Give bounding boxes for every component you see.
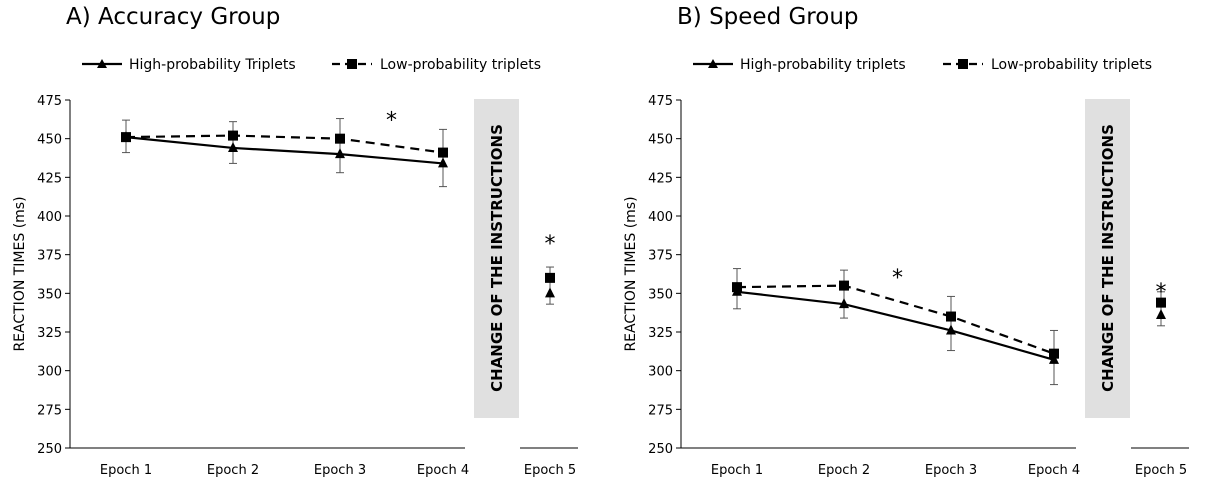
legend-label-low: Low-probability triplets xyxy=(380,57,541,73)
y-tick-label: 425 xyxy=(648,171,673,186)
panel-accuracy-group: A) Accuracy Group High-probability Tripl… xyxy=(0,0,610,481)
y-tick-label: 350 xyxy=(648,287,673,302)
y-tick-label: 475 xyxy=(648,94,673,109)
point-low xyxy=(946,311,956,322)
y-tick-label: 400 xyxy=(648,210,673,225)
series-line-low xyxy=(736,284,1055,355)
y-tick-label: 275 xyxy=(37,403,62,418)
x-tick-label: Epoch 3 xyxy=(314,463,366,478)
point-low xyxy=(438,147,448,158)
x-tick-label: Epoch 3 xyxy=(925,463,977,478)
y-tick-label: 325 xyxy=(648,326,673,341)
y-tick-label: 350 xyxy=(37,287,62,302)
y-tick-label: 375 xyxy=(37,249,62,264)
point-high xyxy=(839,298,849,309)
point-low xyxy=(1156,297,1166,308)
panel-speed-group: B) Speed Group High-probability triplets… xyxy=(611,0,1221,481)
point-high xyxy=(1156,308,1166,319)
point-high xyxy=(1049,353,1059,364)
point-high xyxy=(335,148,345,159)
legend-marker-triangle xyxy=(97,59,107,68)
point-low xyxy=(545,272,555,283)
point-low xyxy=(121,132,131,143)
x-tick-label: Epoch 1 xyxy=(100,463,152,478)
y-tick-label: 425 xyxy=(37,171,62,186)
y-tick-label: 250 xyxy=(37,442,62,457)
significance-marker: * xyxy=(545,232,556,257)
point-low xyxy=(335,133,345,144)
x-tick-label: Epoch 2 xyxy=(818,463,870,478)
instruction-label: CHANGE OF THE INSTRUCTIONS xyxy=(488,124,506,392)
x-tick-label: Epoch 4 xyxy=(417,463,469,478)
x-tick-label-epoch5: Epoch 5 xyxy=(524,463,576,478)
x-tick-label: Epoch 4 xyxy=(1028,463,1080,478)
y-tick-label: 300 xyxy=(648,365,673,380)
y-axis-label: REACTION TIMES (ms) xyxy=(12,196,28,351)
y-axis-label: REACTION TIMES (ms) xyxy=(623,196,639,351)
chart-accuracy-group: High-probability Triplets Low-probability… xyxy=(12,57,578,478)
series-line-low xyxy=(125,134,444,154)
point-high xyxy=(946,324,956,335)
point-low xyxy=(732,282,742,293)
legend-marker-square xyxy=(347,59,357,69)
panel-title: B) Speed Group xyxy=(677,4,859,30)
legend-label-high: High-probability triplets xyxy=(740,57,906,73)
y-tick-label: 450 xyxy=(648,133,673,148)
y-tick-label: 300 xyxy=(37,365,62,380)
instruction-band xyxy=(1085,99,1130,418)
y-tick-label: 400 xyxy=(37,210,62,225)
point-high xyxy=(228,141,238,152)
instruction-band xyxy=(474,99,519,418)
legend-label-low: Low-probability triplets xyxy=(991,57,1152,73)
x-tick-label-epoch5: Epoch 5 xyxy=(1135,463,1187,478)
y-tick-label: 275 xyxy=(648,403,673,418)
point-low xyxy=(1049,348,1059,359)
y-tick-label: 325 xyxy=(37,326,62,341)
legend-marker-square xyxy=(958,59,968,69)
y-tick-label: 450 xyxy=(37,133,62,148)
point-high xyxy=(438,157,448,168)
chart-speed-group: High-probability triplets Low-probability… xyxy=(623,57,1189,478)
point-low xyxy=(839,280,849,291)
legend-label-high: High-probability Triplets xyxy=(129,57,296,73)
y-tick-label: 375 xyxy=(648,249,673,264)
significance-marker: * xyxy=(386,108,397,133)
x-tick-label: Epoch 2 xyxy=(207,463,259,478)
legend-marker-triangle xyxy=(708,59,718,68)
panel-title: A) Accuracy Group xyxy=(66,4,281,30)
series-line-high xyxy=(125,136,444,165)
x-tick-label: Epoch 1 xyxy=(711,463,763,478)
point-low xyxy=(228,130,238,141)
y-tick-label: 250 xyxy=(648,442,673,457)
significance-marker: * xyxy=(1156,280,1167,305)
point-high xyxy=(545,287,555,298)
series-line-high xyxy=(736,290,1055,361)
significance-marker: * xyxy=(892,266,903,291)
y-tick-label: 475 xyxy=(37,94,62,109)
instruction-label: CHANGE OF THE INSTRUCTIONS xyxy=(1099,124,1117,392)
